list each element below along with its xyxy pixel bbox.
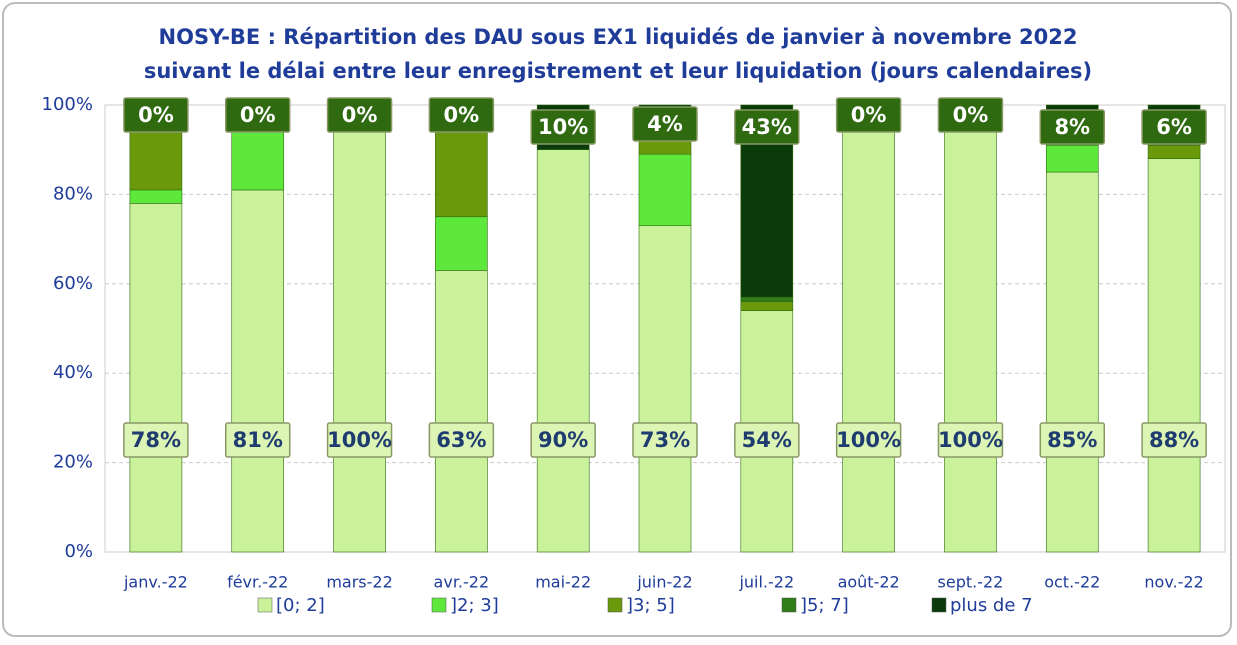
data-label-box bbox=[123, 97, 189, 133]
legend-swatch bbox=[931, 597, 947, 613]
bar-segment bbox=[638, 153, 692, 226]
data-label: 81% bbox=[233, 428, 283, 452]
legend-label: ]2; 3] bbox=[450, 595, 499, 616]
data-label-box bbox=[428, 422, 495, 458]
data-label-box bbox=[326, 97, 393, 133]
data-label: 54% bbox=[742, 428, 792, 452]
frame bbox=[2, 2, 1232, 637]
data-label-box bbox=[937, 422, 1004, 458]
data-label: 0% bbox=[138, 103, 174, 127]
data-label: 0% bbox=[342, 103, 378, 127]
data-label-box bbox=[835, 422, 902, 458]
bar-segment bbox=[435, 122, 488, 218]
legend-label: ]5; 7] bbox=[800, 595, 849, 616]
bar-segment bbox=[842, 104, 895, 553]
bar-segment bbox=[536, 149, 590, 553]
x-tick-label: févr.-22 bbox=[227, 573, 288, 592]
bar-segment bbox=[231, 189, 285, 553]
data-label: 0% bbox=[953, 103, 989, 127]
legend-swatch bbox=[607, 597, 623, 613]
bar-segment bbox=[1147, 158, 1201, 553]
y-tick-label: 20% bbox=[53, 452, 93, 473]
bar-segment bbox=[1045, 171, 1099, 553]
x-tick-label: avr.-22 bbox=[434, 573, 490, 592]
x-tick-label: sept.-22 bbox=[938, 573, 1004, 592]
data-label-box bbox=[326, 422, 393, 458]
x-tick-label: mars-22 bbox=[326, 573, 392, 592]
data-label: 0% bbox=[444, 103, 480, 127]
data-label-box bbox=[632, 422, 698, 458]
data-label: 63% bbox=[436, 428, 486, 452]
data-label-box bbox=[734, 109, 800, 145]
legend-label: plus de 7 bbox=[950, 595, 1033, 616]
y-tick-label: 100% bbox=[42, 94, 93, 115]
data-label: 85% bbox=[1047, 428, 1097, 452]
bar-segment bbox=[333, 104, 386, 553]
data-label-box bbox=[835, 97, 902, 133]
data-label: 100% bbox=[938, 428, 1003, 452]
bar-segment bbox=[740, 296, 794, 302]
chart-title: NOSY-BE : Répartition des DAU sous EX1 l… bbox=[159, 25, 1078, 49]
data-label: 100% bbox=[836, 428, 901, 452]
data-label: 90% bbox=[538, 428, 588, 452]
data-label: 6% bbox=[1156, 115, 1192, 139]
data-label: 88% bbox=[1149, 428, 1199, 452]
data-label-box bbox=[224, 97, 291, 133]
x-tick-label: nov.-22 bbox=[1144, 573, 1203, 592]
data-label-box bbox=[530, 109, 596, 145]
y-tick-label: 60% bbox=[53, 273, 93, 294]
data-label: 100% bbox=[327, 428, 392, 452]
data-label: 43% bbox=[742, 115, 792, 139]
legend-swatch bbox=[257, 597, 273, 613]
data-label: 10% bbox=[538, 115, 588, 139]
bar-segment bbox=[435, 216, 488, 271]
bar-segment bbox=[740, 301, 794, 311]
bar-segment bbox=[129, 203, 183, 553]
data-label-box bbox=[428, 97, 495, 133]
x-tick-label: juil.-22 bbox=[738, 573, 794, 592]
bar-segment bbox=[129, 122, 183, 191]
x-tick-label: janv.-22 bbox=[123, 573, 188, 592]
legend-swatch bbox=[781, 597, 797, 613]
bar-segment bbox=[129, 189, 183, 204]
data-label-box bbox=[734, 422, 800, 458]
chart-subtitle: suivant le délai entre leur enregistreme… bbox=[144, 59, 1092, 83]
bar-segment bbox=[944, 104, 997, 553]
x-tick-label: mai-22 bbox=[535, 573, 591, 592]
data-label-box bbox=[1039, 422, 1106, 458]
bar-segment bbox=[1147, 144, 1201, 159]
data-label: 73% bbox=[640, 428, 690, 452]
x-tick-label: juin-22 bbox=[636, 573, 692, 592]
data-label: 0% bbox=[851, 103, 887, 127]
data-label-box bbox=[123, 422, 189, 458]
legend-swatch bbox=[431, 597, 447, 613]
y-tick-label: 80% bbox=[53, 183, 93, 204]
data-label: 4% bbox=[647, 112, 683, 136]
data-label-box bbox=[937, 97, 1004, 133]
data-label-box bbox=[224, 422, 291, 458]
legend-label: [0; 2] bbox=[276, 595, 325, 616]
y-tick-label: 40% bbox=[53, 362, 93, 383]
data-label-box bbox=[1039, 109, 1106, 145]
data-label-box bbox=[530, 422, 596, 458]
data-label-box bbox=[632, 106, 698, 142]
legend-label: ]3; 5] bbox=[626, 595, 675, 616]
bar-segment bbox=[231, 122, 285, 191]
y-tick-label: 0% bbox=[64, 541, 93, 562]
data-label: 8% bbox=[1054, 115, 1090, 139]
bar-segment bbox=[435, 270, 488, 553]
bar-segment bbox=[1045, 144, 1099, 173]
data-label: 0% bbox=[240, 103, 276, 127]
data-label: 78% bbox=[131, 428, 181, 452]
x-tick-label: oct.-22 bbox=[1044, 573, 1100, 592]
bar-segment bbox=[638, 225, 692, 553]
data-label-box bbox=[1141, 422, 1207, 458]
x-tick-label: août-22 bbox=[838, 573, 900, 592]
data-label-box bbox=[1141, 109, 1207, 145]
